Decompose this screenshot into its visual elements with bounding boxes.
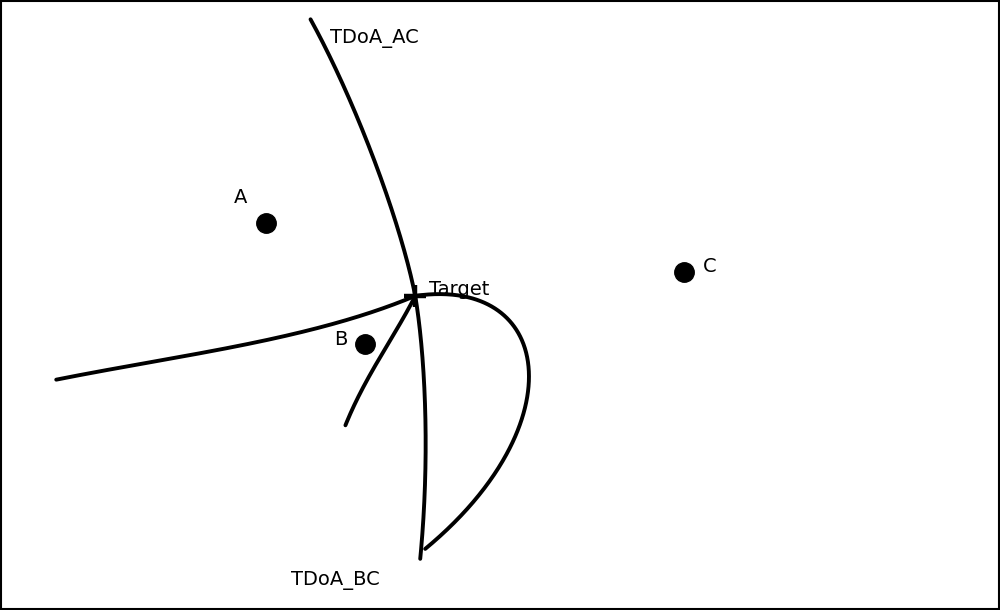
Text: C: C bbox=[702, 257, 716, 276]
Text: A: A bbox=[234, 188, 248, 207]
Text: TDoA_BC: TDoA_BC bbox=[291, 571, 379, 590]
Text: B: B bbox=[334, 330, 347, 349]
Text: Target: Target bbox=[429, 281, 490, 300]
Text: TDoA_AC: TDoA_AC bbox=[330, 29, 419, 48]
